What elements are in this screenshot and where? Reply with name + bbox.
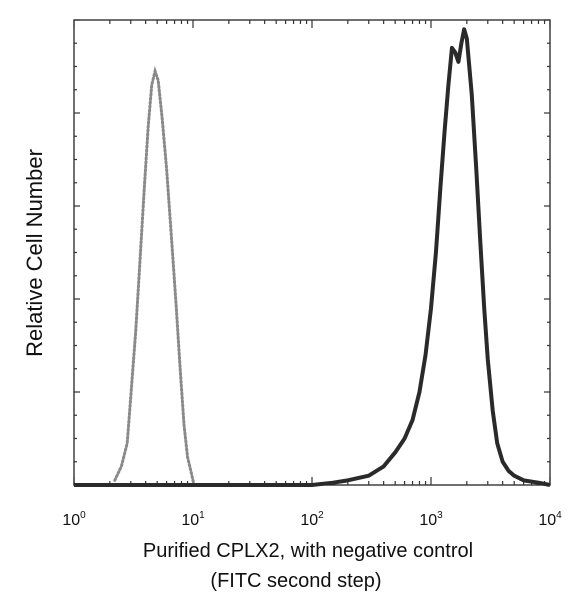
x-axis-label-line-1: Purified CPLX2, with negative control (143, 540, 473, 562)
x-axis-label-line-2: (FITC second step) (210, 570, 381, 592)
x-tick-label-base: 10 (419, 512, 437, 529)
x-tick-label: 104 (538, 510, 562, 529)
y-axis-label: Relative Cell Number (22, 149, 47, 357)
negative-control-histogram (113, 65, 196, 487)
x-tick-label-exponent: 1 (199, 510, 205, 521)
x-tick-label: 103 (419, 510, 443, 529)
x-tick-label-exponent: 4 (556, 510, 562, 521)
x-tick-label-base: 10 (181, 512, 199, 529)
top-axis-ticks (73, 20, 551, 28)
x-tick-label: 102 (300, 510, 324, 529)
x-tick-label-base: 10 (300, 512, 318, 529)
y-axis-ticks (74, 19, 80, 486)
x-tick-label: 101 (181, 510, 205, 529)
x-tick-label-exponent: 2 (318, 510, 324, 521)
cplx2-histogram (74, 27, 551, 487)
x-tick-label-exponent: 0 (80, 510, 86, 521)
x-tick-label-base: 10 (538, 512, 556, 529)
x-tick-label: 100 (62, 510, 86, 529)
x-tick-labels: 100 101 102 103 104 (62, 510, 562, 529)
x-tick-label-base: 10 (62, 512, 80, 529)
x-tick-label-exponent: 3 (437, 510, 443, 521)
